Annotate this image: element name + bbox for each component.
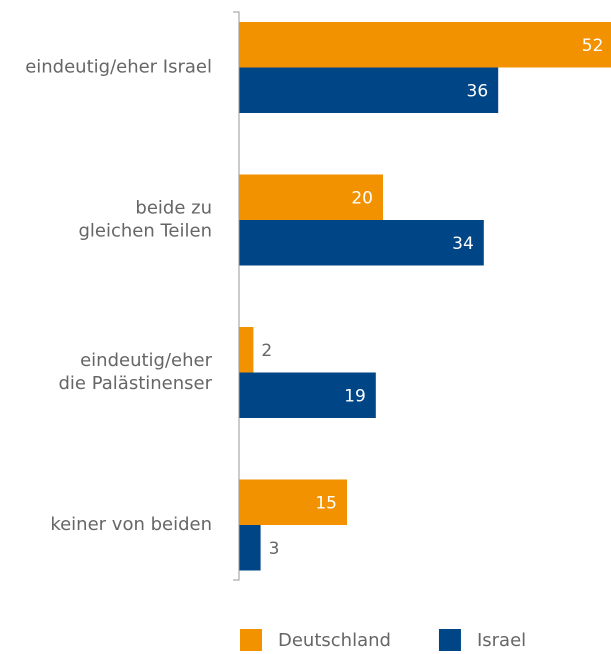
bar <box>239 22 611 68</box>
legend-swatch <box>438 629 461 651</box>
value-label: 34 <box>452 234 474 254</box>
value-label: 36 <box>467 81 489 101</box>
category-label: eindeutig/eher die Palästinenser <box>58 350 212 394</box>
category-label: beide zu gleichen Teilen <box>78 198 212 242</box>
category-label: eindeutig/eher Israel <box>25 57 212 78</box>
category-label: keiner von beiden <box>50 514 212 535</box>
value-label: 20 <box>351 188 373 208</box>
bar <box>239 220 484 266</box>
bar <box>239 525 261 571</box>
legend-label: Israel <box>477 630 526 651</box>
bar <box>239 372 376 418</box>
axis-line <box>233 11 240 581</box>
bar <box>239 67 499 113</box>
legend-swatch <box>240 629 262 651</box>
legend-label: Deutschland <box>278 630 391 651</box>
bar <box>239 327 254 373</box>
value-label: 15 <box>315 493 337 513</box>
bar <box>239 479 347 525</box>
bar <box>239 174 383 220</box>
value-label: 3 <box>269 539 280 559</box>
value-label: 2 <box>261 341 272 361</box>
value-label: 52 <box>582 36 604 56</box>
value-label: 19 <box>344 386 366 406</box>
